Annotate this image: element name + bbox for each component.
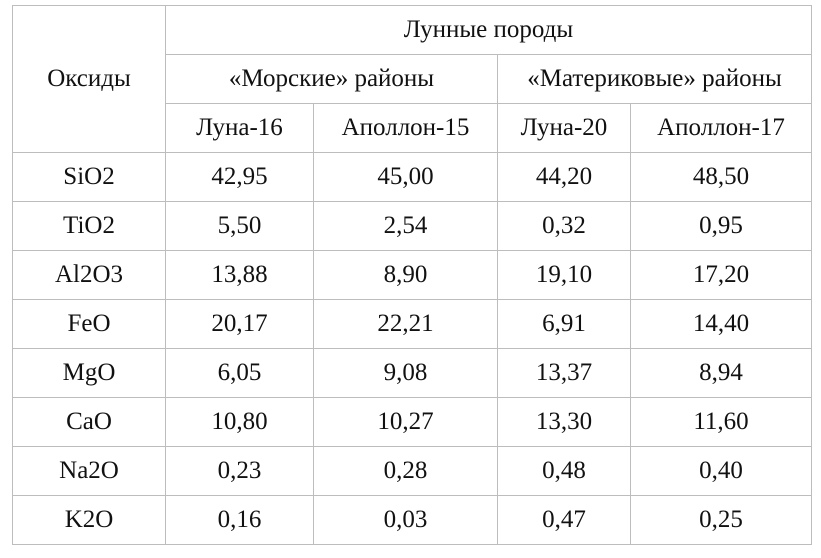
value-cell: 13,30 bbox=[497, 397, 631, 447]
value-cell: 2,54 bbox=[313, 201, 498, 251]
value-cell: 0,32 bbox=[497, 201, 631, 251]
header-cell: Луна-16 bbox=[165, 103, 314, 153]
value-cell: 0,40 bbox=[630, 446, 812, 496]
value-cell: 45,00 bbox=[313, 152, 498, 202]
value-cell: 0,25 bbox=[630, 495, 812, 545]
oxide-name: MgO bbox=[12, 348, 166, 398]
value-cell: 0,28 bbox=[313, 446, 498, 496]
header-cell: «Материковые» районы bbox=[497, 54, 812, 104]
table-row: Na2O 0,23 0,28 0,48 0,40 bbox=[12, 446, 812, 496]
value-cell: 10,80 bbox=[165, 397, 314, 447]
value-cell: 17,20 bbox=[630, 250, 812, 300]
value-cell: 9,08 bbox=[313, 348, 498, 398]
value-cell: 13,37 bbox=[497, 348, 631, 398]
value-cell: 0,23 bbox=[165, 446, 314, 496]
oxide-table: Оксиды Лунные породы «Морские» районы «М… bbox=[12, 5, 812, 545]
value-cell: 20,17 bbox=[165, 299, 314, 349]
header-row: Оксиды Лунные породы bbox=[12, 5, 812, 153]
oxide-name: K2O bbox=[12, 495, 166, 545]
oxide-name: CaO bbox=[12, 397, 166, 447]
header-cell: Аполлон-17 bbox=[630, 103, 812, 153]
value-cell: 8,90 bbox=[313, 250, 498, 300]
value-cell: 0,16 bbox=[165, 495, 314, 545]
value-cell: 13,88 bbox=[165, 250, 314, 300]
value-cell: 42,95 bbox=[165, 152, 314, 202]
header-cell: Луна-20 bbox=[497, 103, 631, 153]
value-cell: 14,40 bbox=[630, 299, 812, 349]
header-cell: «Морские» районы bbox=[165, 54, 498, 104]
value-cell: 22,21 bbox=[313, 299, 498, 349]
header-row: «Морские» районы «Материковые» районы bbox=[13, 54, 812, 104]
table-body: SiO2 42,95 45,00 44,20 48,50 TiO2 5,50 2,54 0,32… bbox=[12, 152, 812, 545]
oxide-name: TiO2 bbox=[12, 201, 166, 251]
value-cell: 44,20 bbox=[497, 152, 631, 202]
table-row: Al2O3 13,88 8,90 19,10 17,20 bbox=[12, 250, 812, 300]
value-cell: 8,94 bbox=[630, 348, 812, 398]
oxide-name: Na2O bbox=[12, 446, 166, 496]
table-row: FeO 20,17 22,21 6,91 14,40 bbox=[12, 299, 812, 349]
value-cell: 19,10 bbox=[497, 250, 631, 300]
oxide-name: FeO bbox=[12, 299, 166, 349]
table-row: CaO 10,80 10,27 13,30 11,60 bbox=[12, 397, 812, 447]
value-cell: 0,47 bbox=[497, 495, 631, 545]
value-cell: 0,03 bbox=[313, 495, 498, 545]
oxide-name: Al2O3 bbox=[12, 250, 166, 300]
table-header: Оксиды Лунные породы «Морские» районы «М… bbox=[12, 5, 812, 153]
value-cell: 48,50 bbox=[630, 152, 812, 202]
value-cell: 5,50 bbox=[165, 201, 314, 251]
value-cell: 6,05 bbox=[165, 348, 314, 398]
table-row: SiO2 42,95 45,00 44,20 48,50 bbox=[12, 152, 812, 202]
table-row: TiO2 5,50 2,54 0,32 0,95 bbox=[12, 201, 812, 251]
value-cell: 10,27 bbox=[313, 397, 498, 447]
value-cell: 0,95 bbox=[630, 201, 812, 251]
header-cell: Оксиды bbox=[12, 5, 166, 153]
table-row: K2O 0,16 0,03 0,47 0,25 bbox=[12, 495, 812, 545]
table-row: MgO 6,05 9,08 13,37 8,94 bbox=[12, 348, 812, 398]
header-cell: Аполлон-15 bbox=[313, 103, 498, 153]
value-cell: 6,91 bbox=[497, 299, 631, 349]
oxide-name: SiO2 bbox=[12, 152, 166, 202]
header-cell: Лунные породы bbox=[165, 5, 812, 55]
value-cell: 11,60 bbox=[630, 397, 812, 447]
value-cell: 0,48 bbox=[497, 446, 631, 496]
